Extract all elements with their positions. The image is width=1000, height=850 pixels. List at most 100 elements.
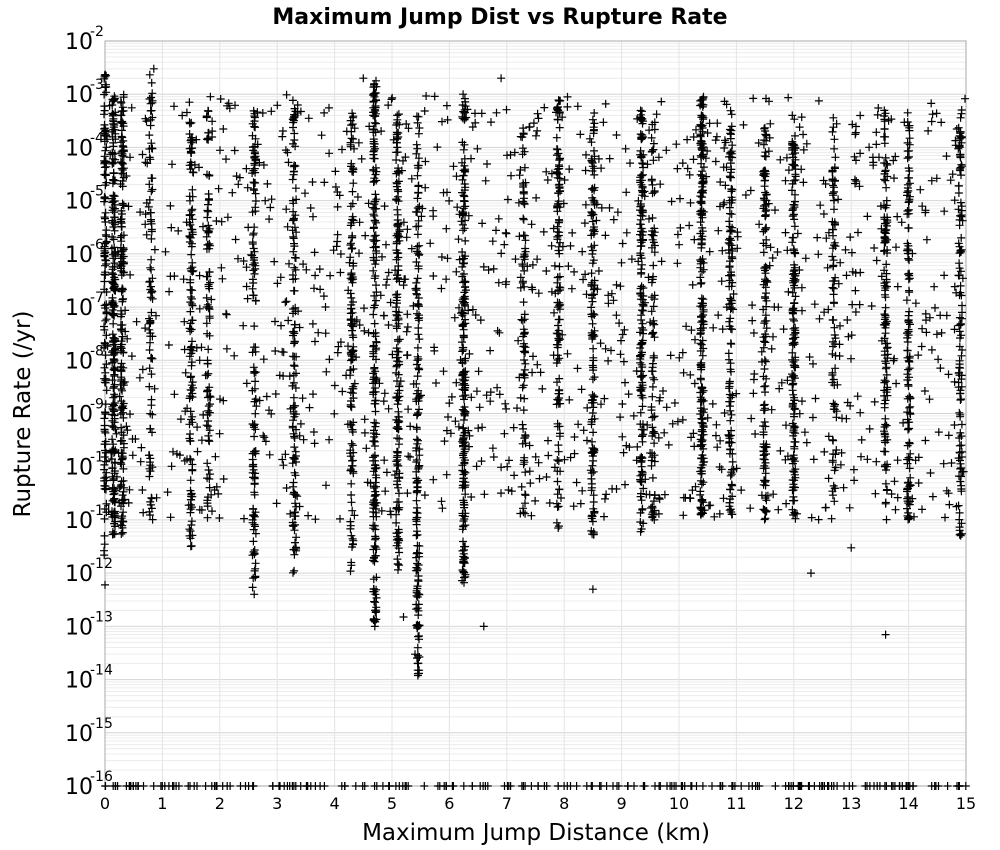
data-point bbox=[369, 310, 378, 319]
data-point bbox=[395, 489, 403, 498]
data-point bbox=[612, 131, 621, 139]
data-point bbox=[502, 229, 511, 238]
data-point bbox=[185, 210, 194, 219]
data-point bbox=[110, 213, 119, 222]
data-point bbox=[675, 240, 684, 249]
data-point bbox=[285, 259, 293, 268]
data-point bbox=[637, 372, 646, 381]
data-point bbox=[438, 117, 446, 126]
data-point bbox=[638, 159, 647, 168]
data-point bbox=[420, 107, 429, 115]
data-point bbox=[382, 240, 390, 249]
data-point bbox=[169, 447, 177, 456]
data-point bbox=[882, 377, 890, 386]
data-point bbox=[415, 241, 424, 250]
data-point bbox=[588, 217, 597, 226]
data-point bbox=[370, 363, 379, 372]
data-point bbox=[186, 455, 195, 464]
data-point bbox=[403, 351, 411, 360]
data-point bbox=[349, 333, 358, 342]
data-point bbox=[905, 439, 914, 448]
data-point bbox=[560, 176, 569, 184]
data-point bbox=[804, 782, 813, 790]
data-point bbox=[248, 240, 257, 248]
data-point bbox=[521, 509, 530, 518]
data-point bbox=[519, 298, 528, 307]
data-point bbox=[647, 307, 656, 316]
data-point bbox=[957, 351, 966, 360]
data-point bbox=[146, 338, 154, 347]
data-point bbox=[429, 206, 438, 215]
data-point bbox=[288, 115, 297, 124]
data-point bbox=[371, 260, 380, 269]
data-point bbox=[788, 111, 797, 120]
data-point bbox=[507, 171, 515, 180]
data-point bbox=[204, 280, 213, 289]
data-point bbox=[789, 455, 798, 464]
data-point bbox=[954, 182, 963, 190]
data-point bbox=[100, 249, 109, 258]
data-point bbox=[370, 174, 379, 183]
data-point bbox=[581, 166, 590, 175]
data-point bbox=[354, 138, 363, 147]
data-point bbox=[249, 106, 258, 115]
data-point bbox=[618, 400, 627, 408]
data-point bbox=[371, 598, 380, 607]
data-point bbox=[100, 242, 109, 251]
data-point bbox=[202, 232, 211, 241]
data-point bbox=[202, 421, 211, 430]
data-point bbox=[288, 196, 297, 205]
data-point bbox=[205, 268, 214, 276]
data-point bbox=[369, 125, 378, 134]
data-point bbox=[386, 298, 395, 307]
data-point bbox=[204, 402, 213, 410]
data-point bbox=[790, 298, 799, 307]
data-point bbox=[304, 511, 313, 520]
data-point bbox=[827, 514, 836, 523]
data-point bbox=[372, 218, 381, 227]
data-point bbox=[475, 403, 484, 412]
data-point bbox=[102, 308, 111, 317]
data-point bbox=[774, 505, 783, 514]
data-point bbox=[519, 189, 528, 198]
data-point bbox=[165, 287, 174, 296]
data-point bbox=[251, 425, 260, 434]
data-point bbox=[589, 344, 598, 353]
data-point bbox=[890, 354, 899, 363]
data-point bbox=[288, 175, 297, 184]
data-point bbox=[801, 254, 810, 263]
data-point bbox=[292, 533, 301, 542]
data-point bbox=[108, 530, 117, 539]
data-point bbox=[453, 203, 462, 212]
data-point bbox=[925, 395, 934, 404]
data-point bbox=[459, 496, 468, 505]
data-point bbox=[460, 578, 468, 587]
data-point bbox=[924, 126, 933, 135]
data-point bbox=[492, 226, 500, 235]
data-point bbox=[497, 74, 506, 83]
data-point bbox=[394, 560, 403, 569]
data-point bbox=[760, 406, 769, 415]
data-point bbox=[904, 382, 913, 391]
data-point bbox=[638, 323, 646, 332]
data-point bbox=[371, 532, 380, 541]
data-point bbox=[601, 99, 610, 108]
data-point bbox=[916, 185, 925, 194]
data-point bbox=[626, 159, 634, 168]
data-point bbox=[346, 567, 355, 576]
data-point bbox=[291, 499, 300, 508]
data-point bbox=[250, 490, 259, 499]
data-point bbox=[370, 464, 379, 473]
data-point bbox=[618, 330, 627, 339]
data-point bbox=[583, 436, 591, 445]
data-point bbox=[262, 392, 271, 401]
data-point bbox=[696, 122, 705, 131]
data-point bbox=[956, 530, 965, 538]
data-point bbox=[830, 299, 838, 308]
data-point bbox=[393, 205, 402, 214]
data-point bbox=[110, 382, 119, 391]
data-point bbox=[102, 288, 111, 296]
data-point bbox=[291, 184, 300, 193]
data-point bbox=[288, 271, 297, 279]
data-point bbox=[249, 230, 258, 239]
